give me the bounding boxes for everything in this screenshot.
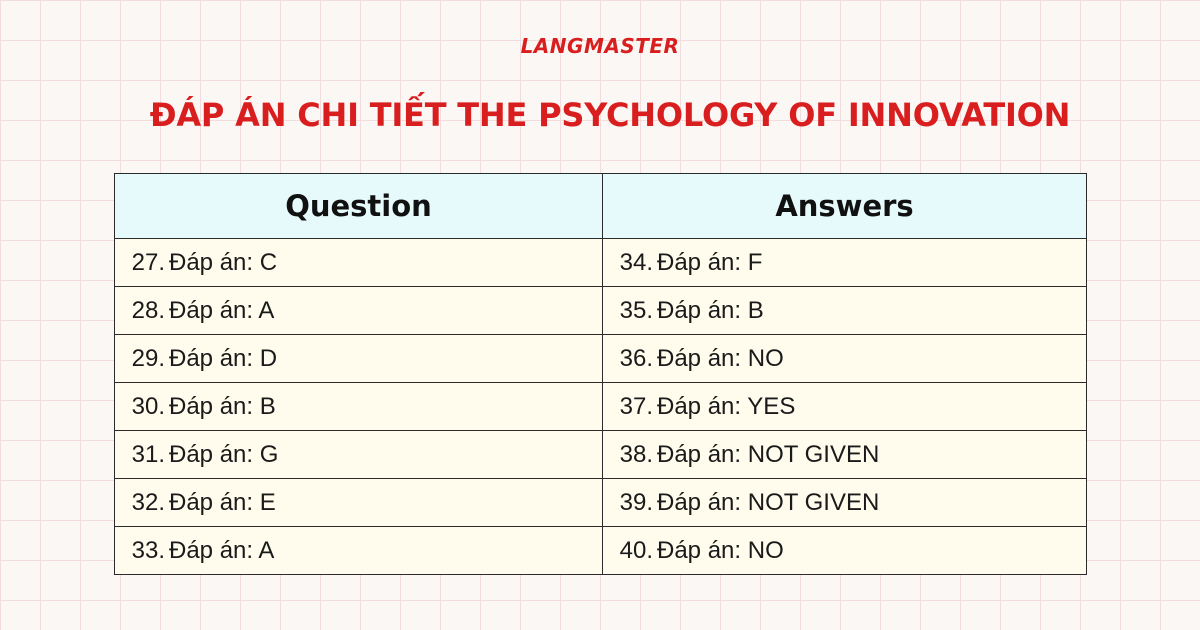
question-cell: 31. Đáp án: G bbox=[114, 430, 603, 479]
answer-value: E bbox=[259, 488, 276, 516]
answer-prefix: Đáp án: bbox=[169, 296, 254, 324]
answer-prefix: Đáp án: bbox=[657, 392, 742, 420]
answer-cell: 37. Đáp án: YES bbox=[602, 382, 1087, 431]
answer-prefix: Đáp án: bbox=[657, 344, 742, 372]
answer-prefix: Đáp án: bbox=[657, 536, 742, 564]
answer-value: YES bbox=[747, 392, 796, 420]
question-cell: 30. Đáp án: B bbox=[114, 382, 603, 431]
question-number: 36. bbox=[619, 344, 653, 372]
answer-value: NO bbox=[747, 536, 784, 564]
answer-prefix: Đáp án: bbox=[657, 440, 742, 468]
answer-prefix: Đáp án: bbox=[657, 488, 742, 516]
answer-cell: 35. Đáp án: B bbox=[602, 286, 1087, 335]
question-number: 27. bbox=[131, 248, 165, 276]
answer-value: D bbox=[259, 344, 278, 372]
table-row: 30. Đáp án: B 37. Đáp án: YES bbox=[114, 382, 1087, 431]
question-number: 37. bbox=[619, 392, 653, 420]
answer-prefix: Đáp án: bbox=[657, 296, 742, 324]
question-number: 38. bbox=[619, 440, 653, 468]
answer-prefix: Đáp án: bbox=[169, 392, 254, 420]
answer-cell: 38. Đáp án: NOT GIVEN bbox=[602, 430, 1087, 479]
answer-value: NOT GIVEN bbox=[747, 488, 880, 516]
answer-cell: 40. Đáp án: NO bbox=[602, 526, 1087, 575]
answer-cell: 36. Đáp án: NO bbox=[602, 334, 1087, 383]
table-row: 33. Đáp án: A 40. Đáp án: NO bbox=[114, 526, 1087, 575]
answer-value: A bbox=[258, 536, 275, 564]
answer-prefix: Đáp án: bbox=[169, 488, 254, 516]
question-number: 29. bbox=[131, 344, 165, 372]
header-question: Question bbox=[114, 173, 603, 239]
question-cell: 27. Đáp án: C bbox=[114, 238, 603, 287]
table-header-row: Question Answers bbox=[114, 173, 1087, 239]
question-number: 30. bbox=[131, 392, 165, 420]
question-number: 32. bbox=[131, 488, 165, 516]
answer-value: NOT GIVEN bbox=[747, 440, 880, 468]
table-row: 32. Đáp án: E 39. Đáp án: NOT GIVEN bbox=[114, 478, 1087, 527]
answer-prefix: Đáp án: bbox=[169, 440, 254, 468]
question-number: 28. bbox=[131, 296, 165, 324]
table-row: 31. Đáp án: G 38. Đáp án: NOT GIVEN bbox=[114, 430, 1087, 479]
answer-value: B bbox=[259, 392, 276, 420]
question-number: 33. bbox=[131, 536, 165, 564]
header-answers: Answers bbox=[602, 173, 1087, 239]
question-number: 40. bbox=[619, 536, 653, 564]
question-number: 34. bbox=[619, 248, 653, 276]
answer-prefix: Đáp án: bbox=[169, 248, 254, 276]
answer-prefix: Đáp án: bbox=[169, 536, 254, 564]
question-number: 39. bbox=[619, 488, 653, 516]
answer-value: C bbox=[259, 248, 278, 276]
answer-prefix: Đáp án: bbox=[169, 344, 254, 372]
table-row: 29. Đáp án: D 36. Đáp án: NO bbox=[114, 334, 1087, 383]
answer-cell: 34. Đáp án: F bbox=[602, 238, 1087, 287]
table-row: 27. Đáp án: C 34. Đáp án: F bbox=[114, 238, 1087, 287]
answer-cell: 39. Đáp án: NOT GIVEN bbox=[602, 478, 1087, 527]
question-cell: 28. Đáp án: A bbox=[114, 286, 603, 335]
answer-value: F bbox=[747, 248, 763, 276]
answer-value: A bbox=[258, 296, 275, 324]
question-cell: 29. Đáp án: D bbox=[114, 334, 603, 383]
question-cell: 33. Đáp án: A bbox=[114, 526, 603, 575]
table-row: 28. Đáp án: A 35. Đáp án: B bbox=[114, 286, 1087, 335]
question-number: 31. bbox=[131, 440, 165, 468]
answer-prefix: Đáp án: bbox=[657, 248, 742, 276]
answer-value: B bbox=[747, 296, 764, 324]
question-cell: 32. Đáp án: E bbox=[114, 478, 603, 527]
answer-value: G bbox=[259, 440, 279, 468]
page-title: ĐÁP ÁN CHI TIẾT THE PSYCHOLOGY OF INNOVA… bbox=[149, 96, 1071, 134]
answer-value: NO bbox=[747, 344, 784, 372]
answers-table: Question Answers 27. Đáp án: C 34. Đáp án: … bbox=[114, 173, 1087, 575]
question-number: 35. bbox=[619, 296, 653, 324]
brand-logo: LANGMASTER bbox=[520, 34, 680, 58]
